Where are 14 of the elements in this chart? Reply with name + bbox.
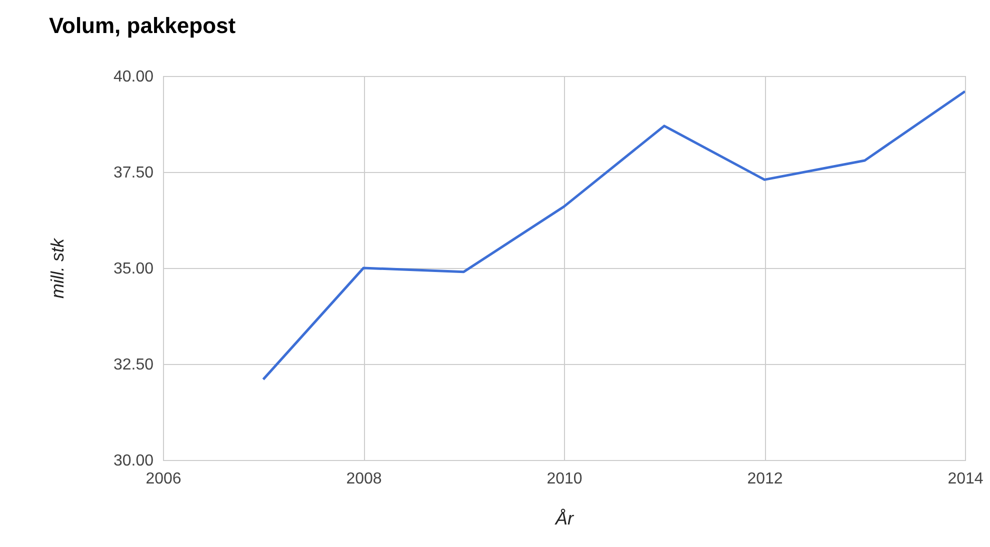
- x-tick-label: 2008: [346, 470, 382, 488]
- x-tick-label: 2012: [747, 470, 783, 488]
- line-series: [262, 90, 965, 381]
- y-tick-label: 40.00: [113, 68, 154, 86]
- y-tick-label: 35.00: [113, 260, 154, 278]
- chart-title: Volum, pakkepost: [48, 13, 236, 38]
- y-tick-label: 32.50: [113, 356, 154, 374]
- x-axis-title: År: [554, 508, 575, 528]
- x-tick-label: 2014: [948, 470, 984, 488]
- x-tick-label: 2006: [146, 470, 182, 488]
- y-tick-label: 37.50: [113, 164, 154, 182]
- x-tick-label: 2010: [546, 470, 582, 488]
- y-tick-label: 30.00: [113, 452, 154, 470]
- y-axis-title: mill. stk: [47, 238, 68, 298]
